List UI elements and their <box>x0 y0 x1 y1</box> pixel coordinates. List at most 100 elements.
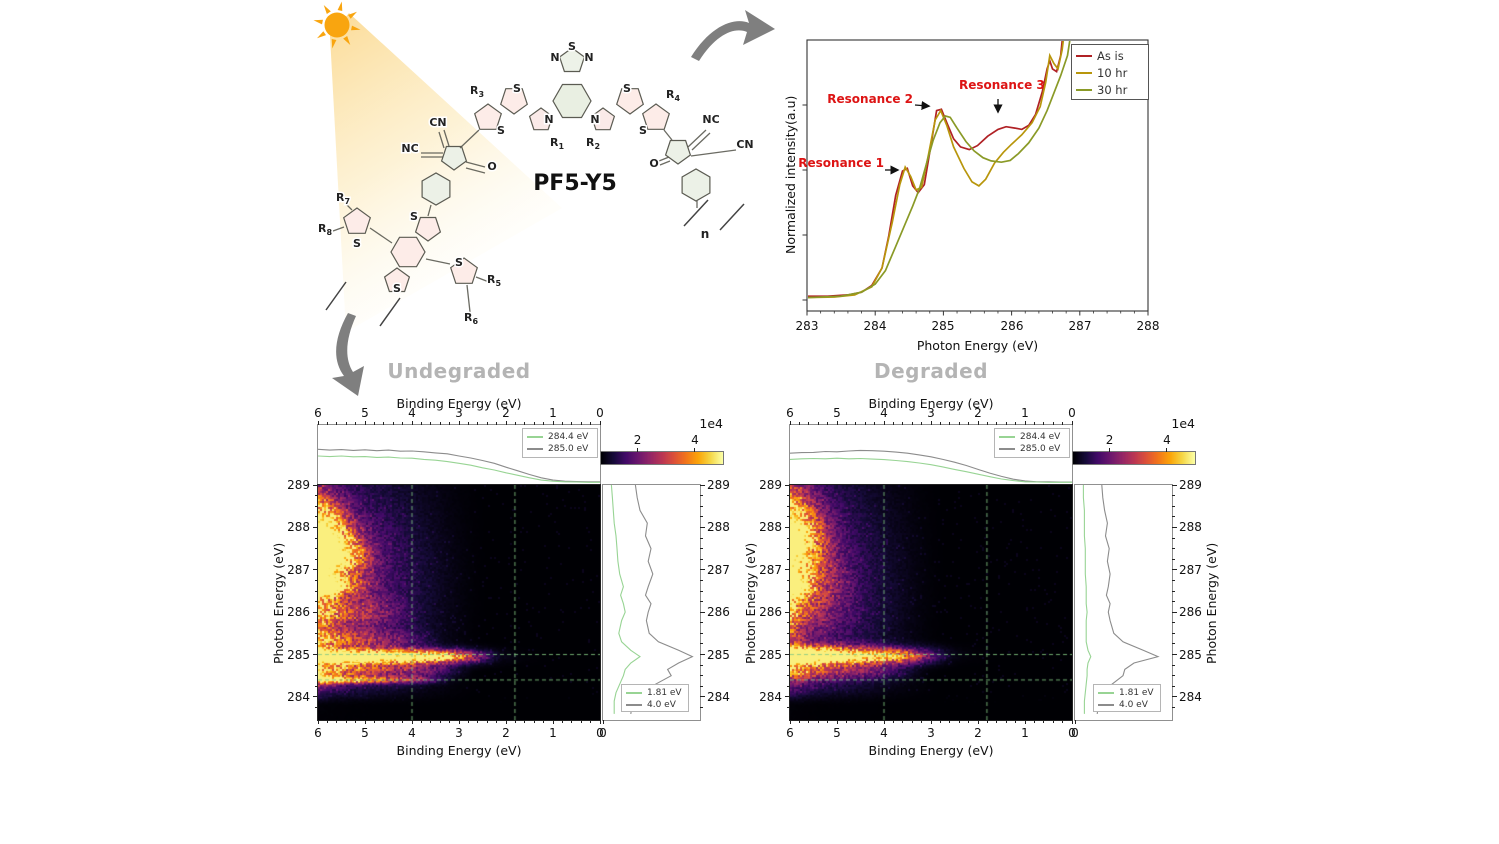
legend-285-label: 285.0 eV <box>548 444 589 454</box>
minor-tick <box>1172 664 1175 666</box>
minor-tick <box>1172 632 1175 634</box>
tick-mark <box>789 720 791 724</box>
legend-284-label: 284.4 eV <box>548 432 589 442</box>
minor-tick <box>373 422 375 425</box>
minor-tick <box>449 422 451 425</box>
legend-label-30hr: 30 hr <box>1097 82 1128 97</box>
molecule-structure: SN NS SR3 R4S SNR1NR2CNNCONCCNOR7R8SSSSR5R6n… <box>313 1 755 332</box>
xas-legend: As is 10 hr 30 hr <box>1071 44 1149 100</box>
resonance-2-label: Resonance 2 <box>827 92 913 106</box>
tick-label: 5 <box>361 726 369 740</box>
minor-tick <box>326 422 328 425</box>
minor-tick <box>420 720 422 723</box>
minor-tick <box>1172 675 1175 677</box>
minor-tick <box>315 516 318 518</box>
minor-tick <box>449 720 451 723</box>
tick-mark <box>313 526 318 528</box>
colorbar-tick-mark <box>1109 448 1111 452</box>
xas-plot-area <box>802 39 1149 316</box>
tick-label: 2 <box>974 406 982 420</box>
tick-mark <box>785 654 790 655</box>
atom-label-cn: CN <box>736 138 753 151</box>
tick-mark <box>785 526 790 528</box>
tick-mark <box>317 720 319 724</box>
colorbar-tick-label: 2 <box>633 433 642 447</box>
sun-beam <box>330 13 562 332</box>
legend-181-label: 1.81 eV <box>647 688 682 698</box>
minor-tick <box>533 720 535 723</box>
minor-tick <box>336 422 338 425</box>
minor-tick <box>315 505 318 507</box>
tick-label: 0 <box>1068 406 1076 420</box>
tick-mark <box>1071 421 1073 425</box>
minor-tick <box>855 720 857 723</box>
minor-tick <box>787 590 790 592</box>
tick-mark <box>1172 526 1177 528</box>
minor-tick <box>315 632 318 634</box>
minor-tick <box>855 422 857 425</box>
minor-tick <box>543 422 545 425</box>
tick-mark <box>785 611 790 613</box>
tick-mark <box>313 569 318 571</box>
minor-tick <box>315 579 318 581</box>
minor-tick <box>787 548 790 550</box>
tick-mark <box>1172 611 1177 613</box>
gray-swatch <box>1098 704 1114 706</box>
tick-mark <box>505 421 507 425</box>
tick-mark <box>1024 421 1026 425</box>
minor-tick <box>787 675 790 677</box>
atom-label-r4: R4 <box>666 88 680 103</box>
tick-mark <box>1074 720 1076 724</box>
tick-mark <box>700 484 705 486</box>
minor-tick <box>700 622 703 624</box>
tick-label: 6 <box>314 726 322 740</box>
minor-tick <box>700 664 703 666</box>
atom-label-s: S <box>353 237 361 250</box>
tick-mark <box>785 696 790 698</box>
minor-tick <box>864 720 866 723</box>
minor-tick <box>827 720 829 723</box>
atom-label-r3: R3 <box>470 84 484 99</box>
tick-label: 0 <box>596 726 604 740</box>
minor-tick <box>1172 558 1175 560</box>
right-profile-legend: 1.81 eV 4.0 eV <box>621 684 689 712</box>
green-swatch <box>527 436 543 438</box>
minor-tick <box>1033 720 1035 723</box>
minor-tick <box>590 720 592 723</box>
tick-label: 289 <box>707 478 730 492</box>
minor-tick <box>874 720 876 723</box>
tick-label: 284 <box>287 689 310 704</box>
tick-label: 2 <box>974 726 982 740</box>
minor-tick <box>958 422 960 425</box>
minor-tick <box>315 558 318 560</box>
minor-tick <box>787 558 790 560</box>
bottom-axis-label: Binding Energy (eV) <box>396 743 522 758</box>
heatmap <box>317 484 601 721</box>
tick-label: 284 <box>863 319 887 333</box>
gray-swatch <box>527 448 543 450</box>
minor-tick <box>1172 707 1175 708</box>
tick-mark <box>364 720 366 724</box>
tick-label: 287 <box>759 562 782 577</box>
atom-label-s: S <box>497 124 505 137</box>
minor-tick <box>845 422 847 425</box>
tick-label: 283 <box>795 319 819 333</box>
atom-label-o: O <box>487 160 496 173</box>
minor-tick <box>355 422 357 425</box>
atom-label-r2: R2 <box>586 136 600 151</box>
atom-label-s: S <box>623 82 631 95</box>
minor-tick <box>1015 422 1017 425</box>
atom-label-n: N <box>584 51 593 64</box>
tick-mark <box>411 421 413 425</box>
minor-tick <box>486 422 488 425</box>
xas-chart: Normalized intensity(a.u) Resonance 1 Re… <box>778 8 1198 358</box>
minor-tick <box>986 422 988 425</box>
minor-tick <box>1172 579 1175 581</box>
legend-284-label: 284.4 eV <box>1020 432 1061 442</box>
tick-label: 289 <box>287 478 310 492</box>
minor-tick <box>787 537 790 539</box>
tick-mark <box>836 421 838 425</box>
tick-label: 4 <box>408 406 416 420</box>
top-profile-gray <box>318 448 600 483</box>
tick-mark <box>930 421 932 425</box>
